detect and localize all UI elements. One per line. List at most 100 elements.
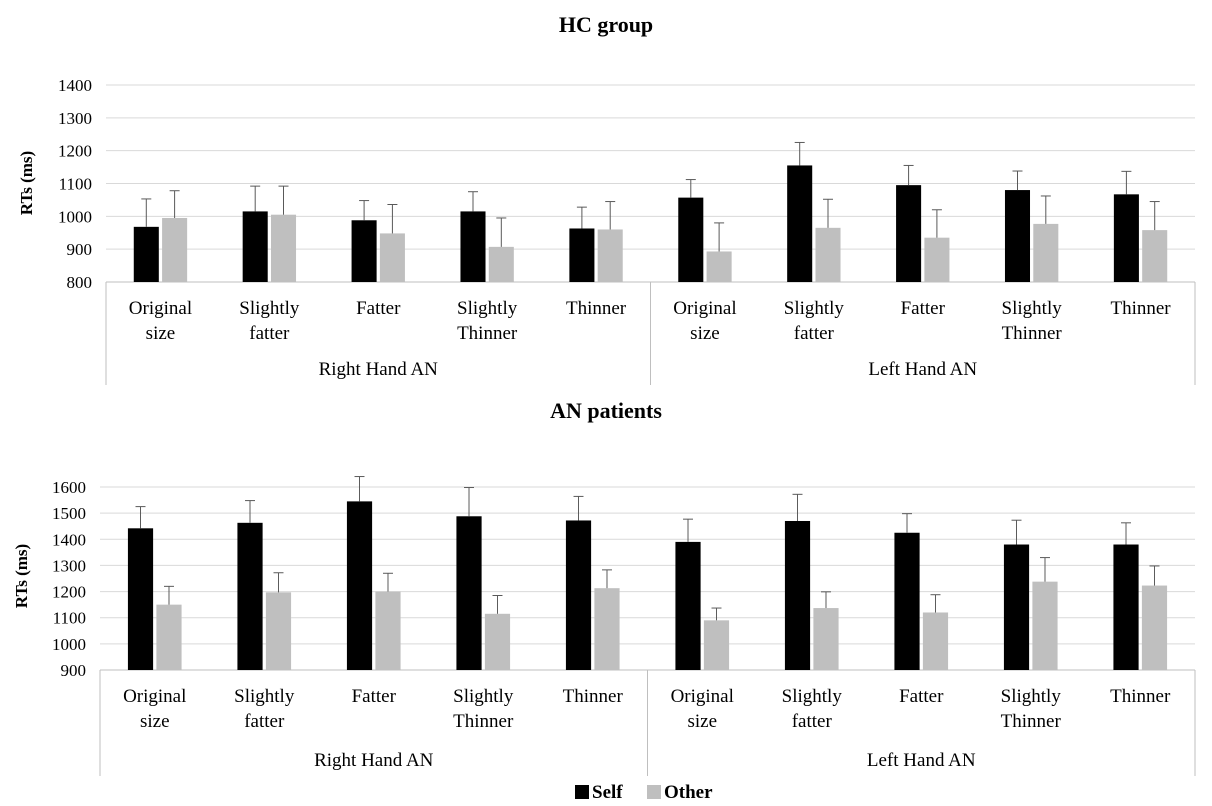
bar-other [597,229,623,282]
bar-other [484,613,511,670]
category-label: size [140,711,170,732]
category-label: Slightly [782,686,843,707]
bar-self [565,520,592,670]
bar-other [162,217,188,282]
chart-title: HC group [559,12,653,37]
bar-self [784,520,811,670]
category-label: fatter [249,323,290,344]
bar-other [1033,223,1059,282]
bar-self [346,501,373,670]
bar-other [1141,585,1168,670]
category-label: fatter [794,323,835,344]
bar-self [460,211,486,282]
category-label: fatter [792,711,833,732]
bar-self [351,220,377,282]
group-label: Right Hand AN [314,750,434,771]
bar-other [379,233,405,282]
bar-other [265,592,292,670]
bar-self [675,541,701,670]
bar-self [133,226,159,282]
category-label: Fatter [356,298,401,319]
y-tick-label: 1400 [52,530,86,549]
bar-other [1142,230,1168,282]
category-label: Original [129,298,192,319]
legend-swatch-other [647,785,661,799]
y-axis-label: RTs (ms) [12,544,31,608]
y-tick-label: 1200 [58,142,92,161]
bar-self [678,197,704,282]
bar-self [569,228,595,282]
chart-title: AN patients [550,398,662,423]
bar-self [1113,544,1139,670]
category-label: Thinner [563,686,624,707]
bar-other [594,588,620,670]
category-label: Slightly [1002,298,1063,319]
legend: Self Other [575,782,713,803]
category-label: Slightly [234,686,295,707]
hc-group-chart: HC group RTs (ms) 800 900 1000 1100 1200 1300… [17,12,1196,385]
bar-self [242,211,268,282]
legend-label-self: Self [592,782,623,803]
legend-swatch-self [575,785,589,799]
bar-other [270,214,297,282]
category-label: Original [123,686,186,707]
bar-self [456,516,482,670]
legend-label-other: Other [664,782,713,803]
group-label: Right Hand AN [319,359,439,380]
category-label: Slightly [457,298,518,319]
category-label: size [687,711,717,732]
bar-self [1004,190,1031,282]
bar-other [813,608,839,670]
category-label: fatter [244,711,285,732]
category-label: Thinner [1001,711,1062,732]
bar-other [375,591,401,670]
y-tick-label: 1100 [59,175,92,194]
category-label: Slightly [239,298,300,319]
category-label: Thinner [1002,323,1063,344]
y-tick-label: 900 [67,240,93,259]
category-label: Slightly [1001,686,1062,707]
bar-self [894,532,920,670]
bar-self [127,528,154,670]
bar-self [237,522,263,670]
bar-self [896,185,922,282]
category-label: Thinner [1110,298,1171,319]
y-tick-label: 1300 [52,556,86,575]
bar-other [922,612,949,670]
category-label: Original [673,298,736,319]
bar-self [1003,544,1030,670]
bar-other [815,227,841,282]
category-label: Fatter [901,298,946,319]
y-tick-label: 1000 [58,207,92,226]
group-label: Left Hand AN [868,359,977,380]
y-tick-label: 1400 [58,76,92,95]
y-tick-label: 1100 [53,609,86,628]
bar-other [706,251,732,282]
category-label: size [690,323,720,344]
category-label: Thinner [453,711,514,732]
category-label: size [146,323,176,344]
category-label: Slightly [453,686,514,707]
y-axis-label: RTs (ms) [17,151,36,215]
bar-other [924,237,950,282]
bar-self [787,165,813,282]
bar-other [156,604,182,670]
category-label: Thinner [566,298,627,319]
y-tick-label: 1600 [52,478,86,497]
category-label: Thinner [1110,686,1171,707]
y-tick-label: 1200 [52,583,86,602]
bar-other [1032,581,1058,670]
group-label: Left Hand AN [867,750,976,771]
bar-other [703,620,730,670]
bar-other [488,246,514,282]
category-label: Thinner [457,323,518,344]
category-label: Fatter [352,686,397,707]
category-label: Slightly [784,298,845,319]
category-label: Original [671,686,734,707]
y-tick-label: 900 [61,661,87,680]
an-patients-chart: AN patients RTs (ms) 900 1000 1100 1200 1300… [12,398,1196,776]
category-label: Fatter [899,686,944,707]
y-tick-label: 1500 [52,504,86,523]
y-tick-label: 1300 [58,109,92,128]
